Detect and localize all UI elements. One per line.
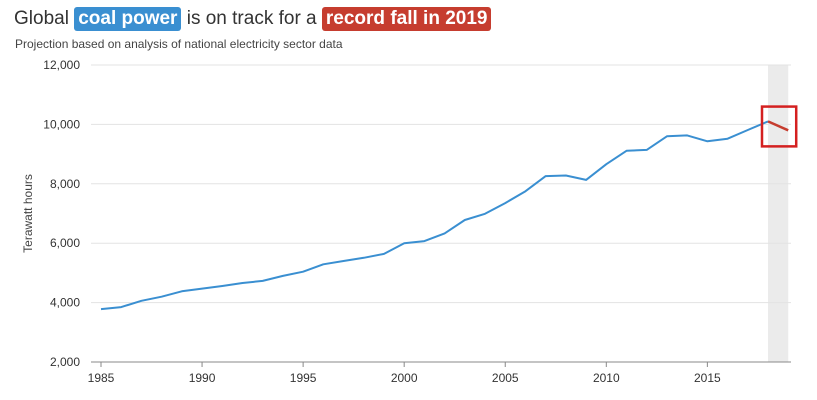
y-tick-label: 4,000 <box>50 296 80 310</box>
y-tick-label: 8,000 <box>50 177 80 191</box>
projection-band <box>768 65 789 362</box>
y-tick-label: 6,000 <box>50 236 80 250</box>
y-axis-label: Terawatt hours <box>21 174 35 253</box>
x-tick-label: 2005 <box>492 371 519 385</box>
title-highlight-record-fall: record fall in 2019 <box>321 7 492 31</box>
title-middle: is on track for a <box>186 8 317 29</box>
title-prefix: Global <box>14 8 69 29</box>
chart-subtitle: Projection based on analysis of national… <box>15 37 343 51</box>
x-tick-label: 1990 <box>189 371 216 385</box>
y-tick-label: 10,000 <box>43 117 80 131</box>
title-highlight-coal-power: coal power <box>74 7 182 31</box>
x-tick-label: 2015 <box>694 371 721 385</box>
y-tick-label: 2,000 <box>50 355 80 369</box>
x-tick-label: 2000 <box>391 371 418 385</box>
projection-series-line <box>767 120 789 132</box>
x-tick-label: 2010 <box>593 371 620 385</box>
x-tick-label: 1985 <box>88 371 115 385</box>
chart-title: Global coal power is on track for a reco… <box>14 6 492 32</box>
projection-highlight-box <box>760 105 798 148</box>
historical-series-line <box>100 120 769 311</box>
y-tick-label: 12,000 <box>43 58 80 72</box>
x-tick-label: 1995 <box>290 371 317 385</box>
